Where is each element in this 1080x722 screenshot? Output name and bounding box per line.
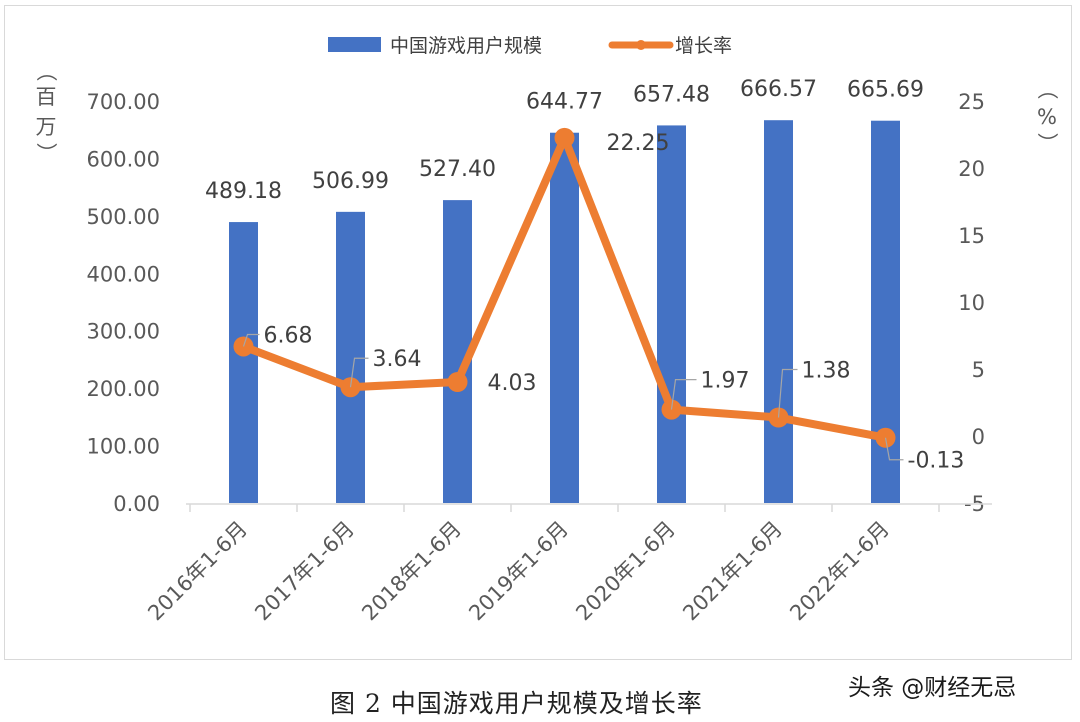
line-value-label: 4.03 bbox=[488, 371, 537, 396]
left-unit-char: 百 bbox=[36, 85, 57, 109]
left-tick-label: 500.00 bbox=[87, 205, 160, 229]
right-tick-label: 10 bbox=[958, 291, 985, 315]
legend-bar-swatch bbox=[328, 37, 381, 52]
category-label: 2019年1-6月 bbox=[464, 517, 573, 626]
bar-value-label: 665.69 bbox=[847, 78, 924, 103]
left-tick-label: 400.00 bbox=[87, 262, 160, 286]
right-tick-label: 0 bbox=[972, 425, 985, 449]
label-leader-line bbox=[884, 437, 904, 461]
x-axis-ticks bbox=[189, 504, 940, 512]
left-tick-label: 600.00 bbox=[87, 147, 160, 171]
left-tick-label: 300.00 bbox=[87, 320, 160, 344]
line-data-labels: 6.68 3.64 4.03 22.25 1.97 1.38 -0.13 bbox=[242, 131, 965, 474]
bar bbox=[550, 132, 579, 503]
legend-line-label: 增长率 bbox=[675, 35, 732, 57]
x-axis-category-labels: 2016年1-6月2017年1-6月2018年1-6月2019年1-6月2020… bbox=[143, 517, 894, 626]
label-leader-line bbox=[242, 333, 260, 347]
right-axis-unit: （% ） bbox=[1035, 79, 1059, 154]
left-axis-ticks: 0.00 100.00 200.00 300.00 400.00 500.00 600.00… bbox=[87, 90, 160, 516]
bar-series bbox=[229, 120, 900, 504]
bar bbox=[229, 222, 258, 503]
left-unit-char: ） bbox=[34, 143, 58, 164]
category-label: 2016年1-6月 bbox=[143, 517, 252, 626]
right-tick-label: 25 bbox=[958, 90, 985, 114]
right-unit-char: % bbox=[1037, 105, 1057, 129]
line-value-label: -0.13 bbox=[908, 449, 965, 474]
bar bbox=[336, 211, 365, 503]
bar-value-label: 666.57 bbox=[740, 77, 817, 102]
category-label: 2020年1-6月 bbox=[571, 517, 680, 626]
left-tick-label: 0.00 bbox=[113, 492, 160, 516]
watermark: 头条 @财经无忌 bbox=[848, 675, 1017, 701]
right-tick-label: 20 bbox=[958, 157, 985, 181]
bar bbox=[764, 120, 793, 504]
label-leader-line bbox=[349, 357, 369, 388]
left-tick-label: 200.00 bbox=[87, 377, 160, 401]
line-marker bbox=[447, 371, 468, 392]
legend-bar-label: 中国游戏用户规模 bbox=[390, 35, 542, 57]
bar-value-label: 644.77 bbox=[526, 90, 603, 115]
legend: 中国游戏用户规模 增长率 bbox=[328, 35, 732, 57]
left-tick-label: 100.00 bbox=[87, 435, 160, 459]
category-label: 2022年1-6月 bbox=[785, 517, 894, 626]
bar-data-labels: 489.18 506.99 527.40 644.77 657.48 666.57 665.… bbox=[205, 77, 924, 204]
left-tick-label: 700.00 bbox=[87, 90, 160, 114]
category-label: 2021年1-6月 bbox=[678, 517, 787, 626]
legend-line-marker-icon bbox=[636, 40, 646, 50]
label-leader-line bbox=[777, 368, 798, 418]
bar-value-label: 489.18 bbox=[205, 179, 282, 204]
line-marker bbox=[554, 127, 575, 148]
line-value-label: 22.25 bbox=[607, 131, 670, 156]
bar-value-label: 657.48 bbox=[633, 82, 710, 107]
category-label: 2017年1-6月 bbox=[250, 517, 359, 626]
right-unit-char: （ bbox=[1035, 79, 1059, 100]
left-axis-unit: （ 百万 ） bbox=[34, 61, 58, 164]
line-value-label: 1.38 bbox=[802, 359, 851, 384]
right-tick-label: 15 bbox=[958, 224, 985, 248]
right-unit-char: ） bbox=[1035, 133, 1059, 154]
bar bbox=[657, 125, 686, 503]
line-value-label: 3.64 bbox=[373, 347, 422, 372]
left-unit-char: 万 bbox=[36, 115, 57, 139]
label-leader-line bbox=[670, 379, 697, 410]
right-tick-label: 5 bbox=[972, 358, 985, 382]
figure-caption: 图 2 中国游戏用户规模及增长率 bbox=[330, 689, 703, 718]
left-unit-char: （ bbox=[34, 61, 58, 82]
bar-value-label: 506.99 bbox=[312, 169, 389, 194]
bar-value-label: 527.40 bbox=[419, 157, 496, 182]
line-value-label: 6.68 bbox=[264, 323, 313, 348]
line-value-label: 1.97 bbox=[701, 369, 750, 394]
category-label: 2018年1-6月 bbox=[357, 517, 466, 626]
